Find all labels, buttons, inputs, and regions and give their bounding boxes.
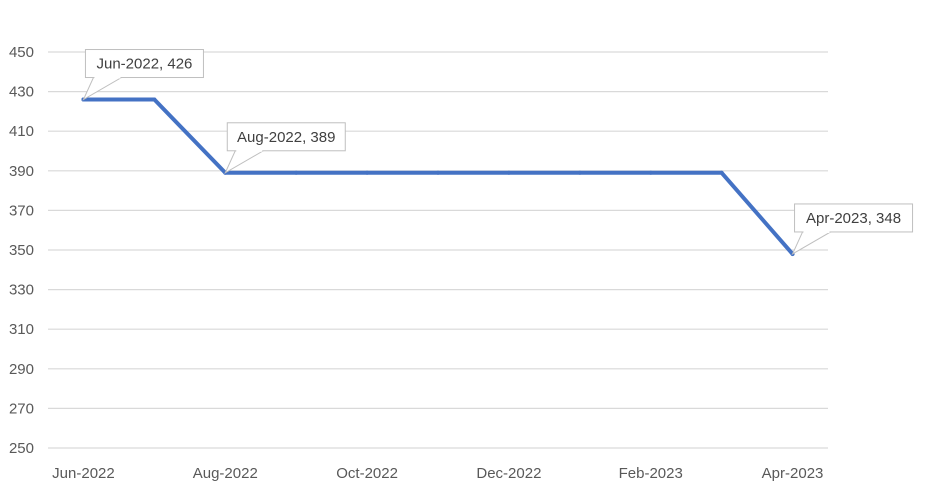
callout-pointer (82, 77, 124, 101)
x-tick-label: Dec-2022 (476, 465, 541, 482)
data-label: Apr-2023, 348 (806, 210, 901, 227)
y-tick-label: 250 (9, 440, 34, 457)
y-tick-label: 430 (9, 84, 34, 101)
x-tick-label: Feb-2023 (619, 465, 683, 482)
y-tick-label: 410 (9, 123, 34, 140)
data-point (719, 170, 724, 175)
data-point (365, 170, 370, 175)
data-point (577, 170, 582, 175)
series-layer (81, 97, 795, 256)
callout-layer: Jun-2022, 426 Aug-2022, 389 Apr-2023, 348 (82, 49, 914, 256)
data-label: Jun-2022, 426 (96, 56, 192, 73)
y-tick-label: 450 (9, 44, 34, 61)
y-tick-label: 290 (9, 361, 34, 378)
data-point (436, 170, 440, 175)
y-axis: 250 270 290 310 330 350 370 390 410 430 450 (9, 44, 34, 457)
y-tick-label: 330 (9, 282, 34, 299)
x-axis: Jun-2022 Aug-2022 Oct-2022 Dec-2022 Feb-2023… (52, 465, 823, 482)
data-label: Aug-2022, 389 (237, 129, 335, 146)
callout-pointer (224, 150, 266, 174)
x-tick-label: Jun-2022 (52, 465, 115, 482)
callout-box (226, 122, 346, 152)
y-tick-label: 350 (9, 242, 34, 259)
y-tick-label: 310 (9, 321, 34, 338)
data-point (294, 170, 299, 175)
callout-box (794, 203, 914, 233)
data-point (152, 97, 157, 102)
series-line (81, 97, 795, 256)
data-point (506, 170, 511, 175)
x-tick-label: Apr-2023 (762, 465, 824, 482)
data-label-callout: Apr-2023, 348 (791, 203, 914, 256)
y-tick-label: 390 (9, 163, 34, 180)
callout-box (84, 49, 204, 79)
data-point (648, 170, 653, 175)
data-label-callout: Jun-2022, 426 (82, 49, 204, 101)
y-tick-label: 370 (9, 202, 34, 219)
y-tick-label: 270 (9, 400, 34, 417)
callout-pointer (791, 231, 833, 256)
data-label-callout: Aug-2022, 389 (224, 122, 346, 174)
x-tick-label: Oct-2022 (336, 465, 398, 482)
x-tick-label: Aug-2022 (193, 465, 258, 482)
